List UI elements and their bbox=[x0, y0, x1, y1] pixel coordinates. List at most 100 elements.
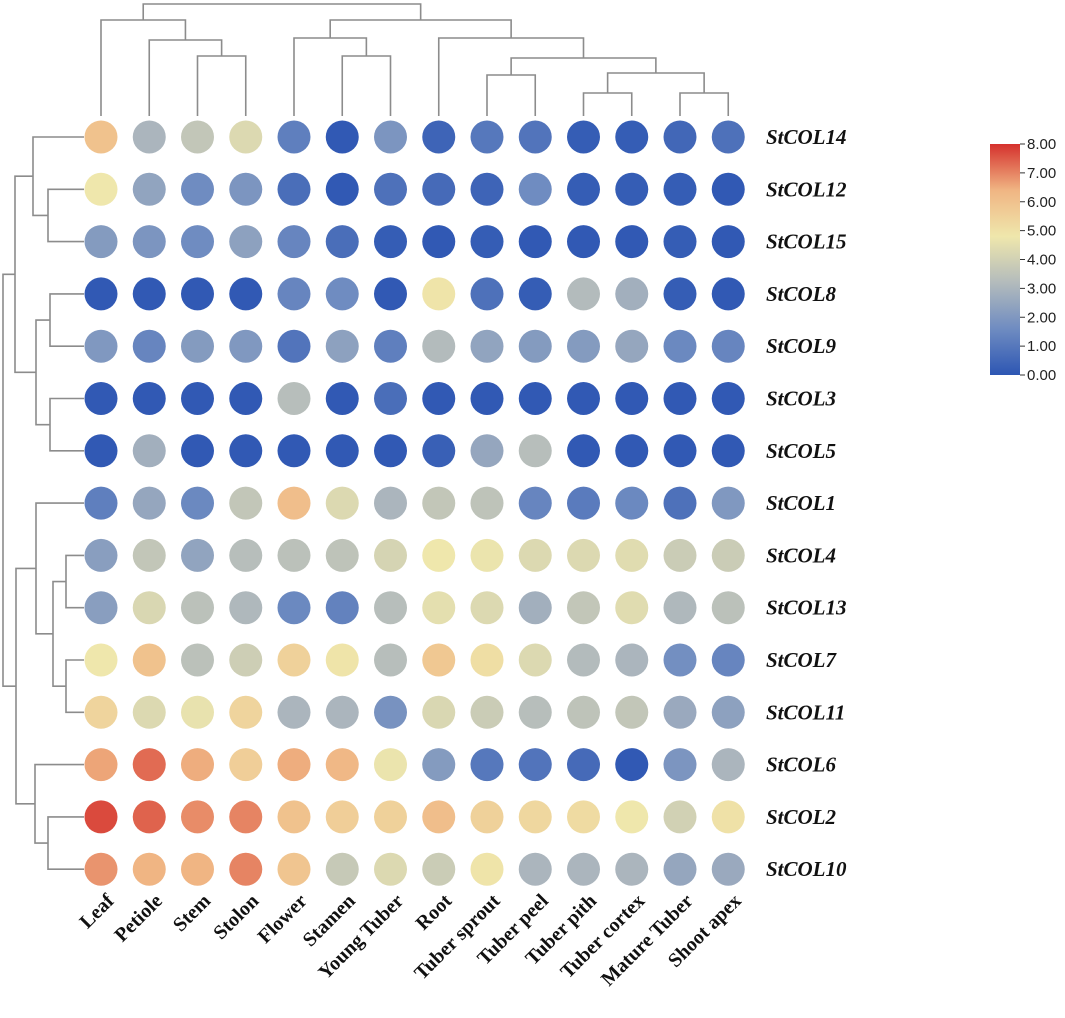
heat-dot bbox=[567, 748, 600, 782]
column-label: Stolon bbox=[209, 890, 263, 944]
heat-dot bbox=[567, 382, 600, 415]
heat-dot bbox=[567, 434, 600, 468]
heat-dot bbox=[711, 172, 745, 206]
row-label: StCOL10 bbox=[766, 857, 847, 881]
heat-dot bbox=[374, 225, 407, 259]
heat-dot bbox=[84, 277, 118, 311]
heat-dot bbox=[422, 748, 456, 782]
heat-dot bbox=[374, 643, 407, 677]
heat-dot bbox=[374, 748, 407, 782]
heat-dot bbox=[615, 695, 649, 729]
heat-dot bbox=[181, 329, 214, 363]
column-branch bbox=[329, 19, 512, 38]
heat-dot bbox=[711, 643, 745, 677]
heat-dot bbox=[470, 591, 504, 625]
column-branch bbox=[293, 37, 368, 116]
heat-dot bbox=[470, 277, 504, 311]
heat-dot bbox=[132, 643, 166, 677]
column-label: Petiole bbox=[110, 890, 166, 946]
row-label: StCOL11 bbox=[766, 700, 845, 724]
heat-dot bbox=[518, 852, 552, 886]
heat-dot bbox=[229, 329, 263, 363]
heat-dot bbox=[615, 852, 649, 886]
heat-dot bbox=[567, 695, 600, 729]
heat-dot bbox=[422, 695, 456, 729]
heat-dot bbox=[132, 486, 166, 520]
heat-dot bbox=[422, 486, 456, 520]
row-branch bbox=[47, 188, 84, 243]
heat-dot bbox=[711, 120, 745, 154]
heat-dot bbox=[518, 591, 552, 625]
heat-dot bbox=[470, 643, 504, 677]
heat-dot bbox=[325, 172, 359, 206]
heat-dot bbox=[229, 172, 263, 206]
heat-dot bbox=[615, 643, 649, 677]
heat-dot bbox=[181, 172, 214, 206]
heat-dot bbox=[181, 486, 214, 520]
heat-dot bbox=[181, 748, 214, 782]
heat-dot bbox=[422, 800, 456, 834]
column-branch bbox=[679, 92, 730, 116]
heat-dot bbox=[711, 800, 745, 834]
heat-dot bbox=[567, 172, 600, 206]
heat-dot bbox=[663, 695, 697, 729]
heat-dot bbox=[374, 800, 407, 834]
heat-dot bbox=[132, 748, 166, 782]
row-label: StCOL4 bbox=[766, 543, 836, 567]
heat-dot bbox=[325, 643, 359, 677]
heat-dot bbox=[325, 695, 359, 729]
heat-dot bbox=[325, 800, 359, 834]
column-label: Stem bbox=[169, 890, 215, 936]
heat-dot bbox=[663, 486, 697, 520]
heat-dot bbox=[374, 329, 407, 363]
heat-dot bbox=[470, 434, 504, 468]
heat-dot bbox=[325, 591, 359, 625]
heat-dot bbox=[277, 591, 311, 625]
heat-dot bbox=[615, 277, 649, 311]
row-branch bbox=[15, 567, 36, 805]
heat-dot bbox=[229, 538, 263, 572]
heat-dot bbox=[84, 172, 118, 206]
heat-dot bbox=[711, 538, 745, 572]
scale-tick-label: 5.00 bbox=[1027, 223, 1056, 240]
heat-dot bbox=[84, 852, 118, 886]
column-branch bbox=[341, 55, 392, 116]
row-label: StCOL15 bbox=[766, 230, 847, 254]
heat-dot bbox=[132, 538, 166, 572]
heat-dot bbox=[277, 277, 311, 311]
heat-dot bbox=[518, 643, 552, 677]
heat-dot bbox=[567, 852, 600, 886]
column-branch bbox=[582, 92, 633, 116]
column-branch bbox=[437, 37, 585, 116]
heat-dot bbox=[84, 591, 118, 625]
row-branch bbox=[34, 763, 84, 844]
heat-dot bbox=[181, 538, 214, 572]
heat-dot bbox=[711, 277, 745, 311]
heat-dot bbox=[277, 382, 311, 415]
row-branch bbox=[47, 816, 84, 870]
scale-tick-label: 4.00 bbox=[1027, 252, 1056, 269]
heat-dot bbox=[567, 225, 600, 259]
heat-dot bbox=[518, 538, 552, 572]
heat-dot bbox=[663, 329, 697, 363]
heat-dot bbox=[277, 172, 311, 206]
heat-dot bbox=[84, 329, 118, 363]
heat-dot bbox=[84, 434, 118, 468]
heat-dot bbox=[567, 591, 600, 625]
heat-dot bbox=[325, 277, 359, 311]
heat-dot bbox=[518, 382, 552, 415]
heat-dot bbox=[470, 120, 504, 154]
heat-dot bbox=[518, 329, 552, 363]
heat-dot bbox=[470, 852, 504, 886]
heat-dot bbox=[277, 538, 311, 572]
heat-dot bbox=[229, 591, 263, 625]
color-scale-legend: 8.00 7.00 6.00 5.00 4.00 3.00 2.00 1.00 0.00 bbox=[990, 136, 1056, 384]
scale-tick-label: 8.00 bbox=[1027, 136, 1056, 153]
heat-dot bbox=[422, 329, 456, 363]
heat-dot bbox=[711, 382, 745, 415]
heat-dot bbox=[374, 434, 407, 468]
heat-dot bbox=[567, 538, 600, 572]
row-label: StCOL8 bbox=[766, 282, 837, 306]
heat-dot bbox=[615, 225, 649, 259]
heat-dot bbox=[663, 225, 697, 259]
